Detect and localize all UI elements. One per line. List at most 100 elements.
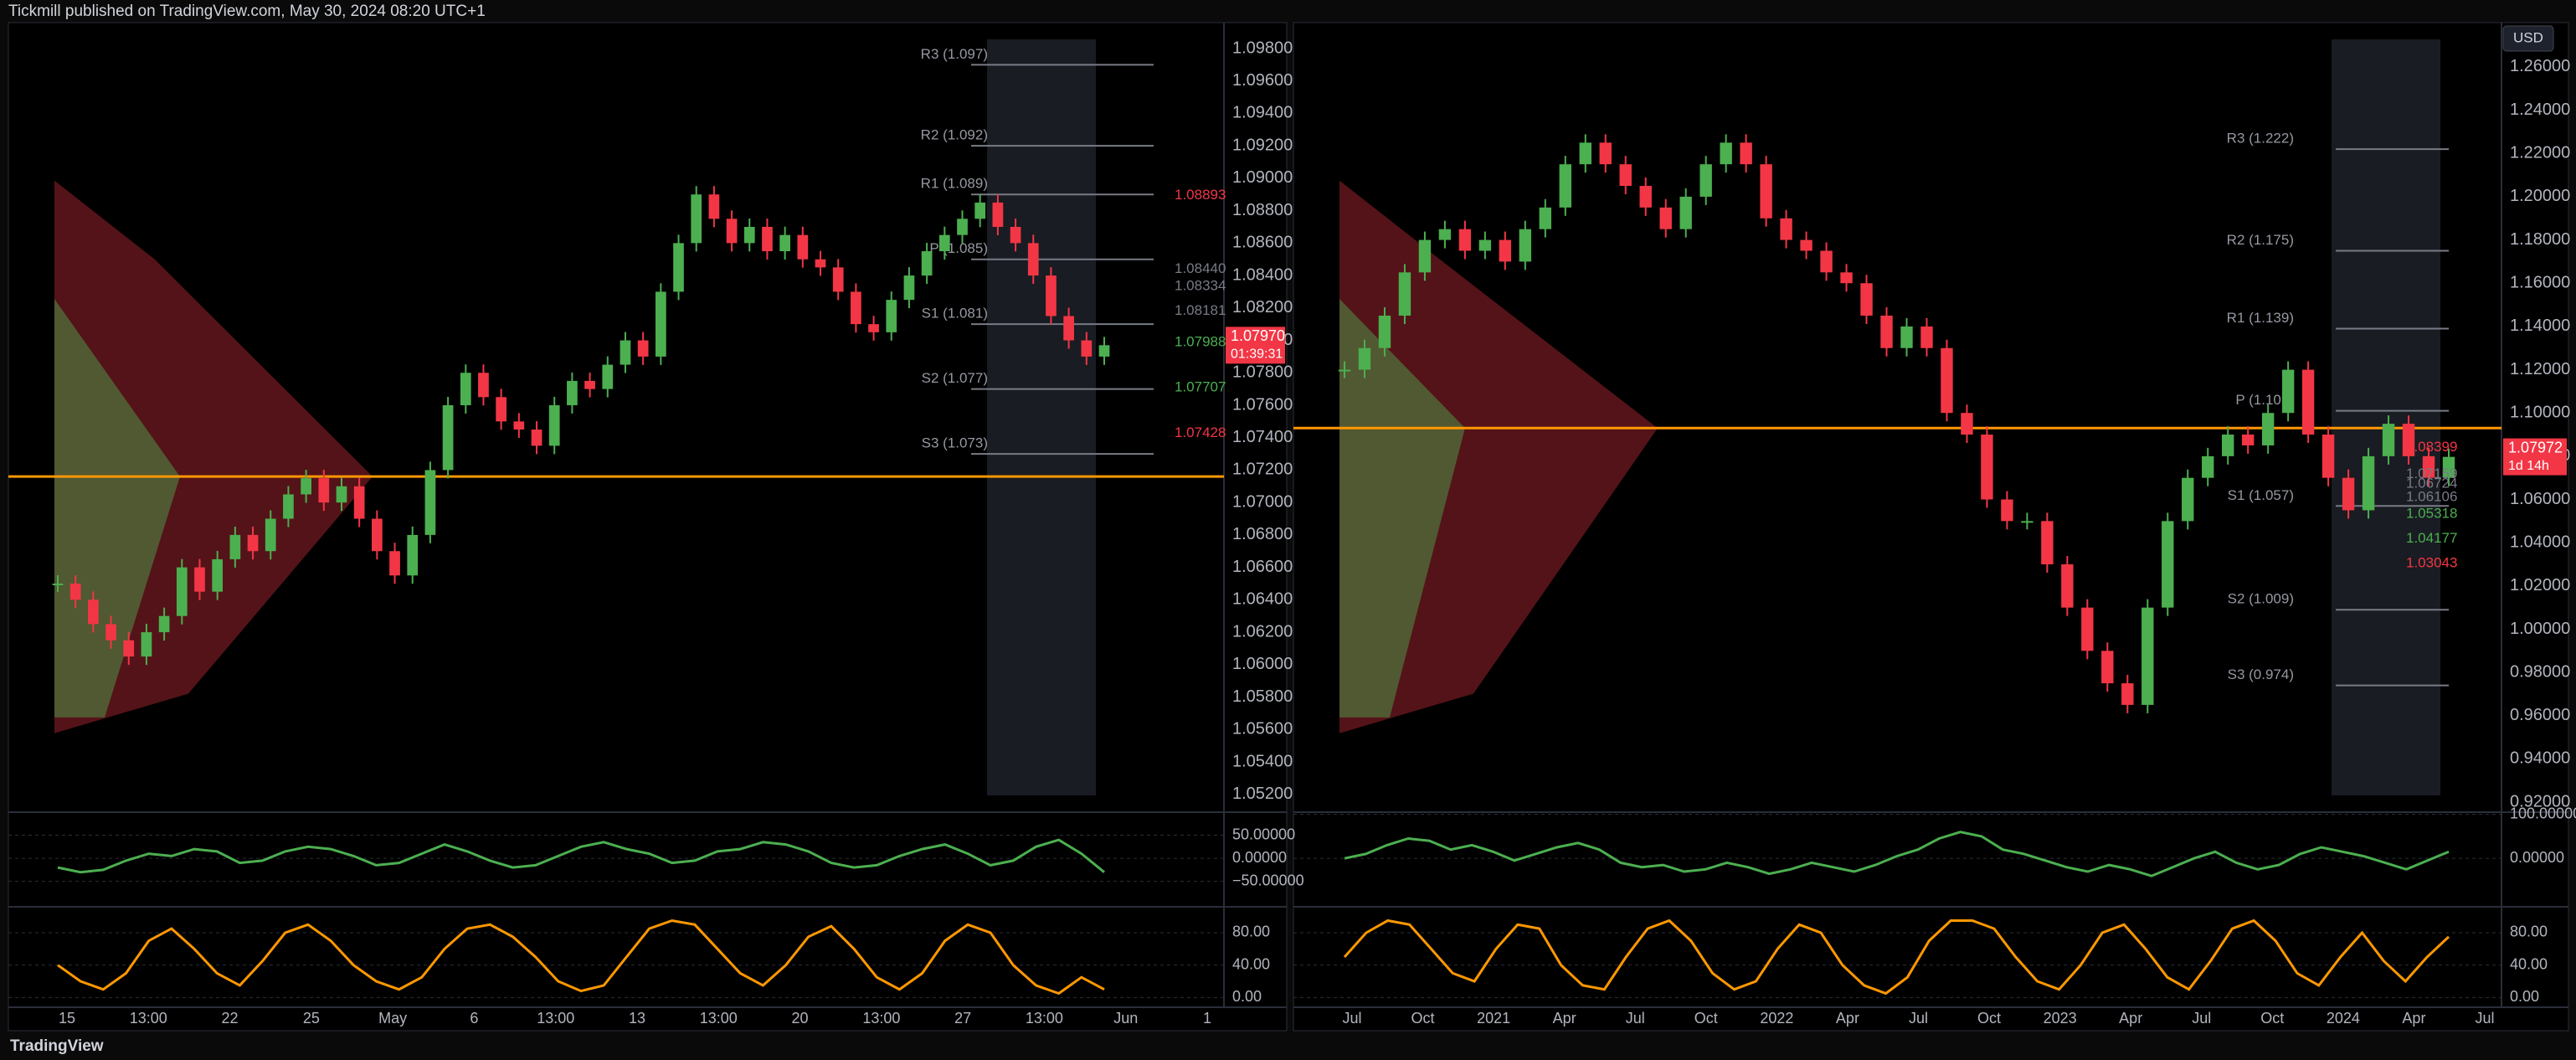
- candle: [2261, 413, 2275, 445]
- candle: [1418, 239, 1432, 273]
- oscillator-tick-label: −50.00000: [1232, 872, 1304, 888]
- pivot-label: S1 (1.057): [2228, 487, 2294, 503]
- candle: [2001, 499, 2013, 522]
- price-tick-label: 1.22000: [2510, 144, 2570, 162]
- candle: [531, 430, 542, 446]
- candle: [247, 534, 259, 552]
- candle: [442, 404, 454, 471]
- level-tag: 1.07707: [1175, 379, 1226, 395]
- candle: [460, 373, 471, 405]
- last-price-box: [1226, 327, 1285, 364]
- x-tick-label: Apr: [1553, 1010, 1576, 1027]
- x-tick-label: 2023: [2044, 1010, 2077, 1027]
- candle: [1780, 218, 1792, 240]
- last-price: 1.07972: [2508, 439, 2563, 455]
- x-tick-label: 13:00: [537, 1010, 574, 1027]
- candle: [584, 380, 595, 389]
- candle: [2061, 564, 2074, 608]
- candle: [921, 251, 933, 276]
- oscillator-tick-label: 0.00000: [2510, 849, 2564, 866]
- price-tick-label: 1.02000: [2510, 576, 2570, 594]
- candle: [407, 534, 419, 576]
- candle: [1010, 226, 1021, 244]
- pivot-label: S2 (1.009): [2228, 591, 2294, 607]
- candle: [2202, 455, 2214, 478]
- candle: [938, 234, 950, 252]
- candle: [1478, 239, 1492, 251]
- candle: [105, 624, 116, 641]
- x-tick-label: Jul: [1909, 1010, 1928, 1027]
- level-tag: 1.08399: [2406, 439, 2457, 455]
- pivot-label: R1 (1.139): [2227, 310, 2294, 326]
- candle: [2321, 435, 2335, 478]
- pivot-label: S1 (1.081): [922, 306, 988, 322]
- price-tick-label: 1.08600: [1232, 234, 1293, 252]
- candle: [974, 202, 986, 219]
- candle: [957, 219, 968, 235]
- x-tick-label: 13:00: [862, 1010, 900, 1027]
- candle: [389, 551, 400, 576]
- candle: [301, 478, 311, 495]
- price-tick-label: 1.09600: [1232, 71, 1293, 90]
- candle: [1659, 207, 1672, 229]
- candle: [726, 219, 738, 244]
- currency-button[interactable]: [2502, 25, 2554, 52]
- candle: [2162, 521, 2174, 608]
- pivot-label: R3 (1.097): [921, 46, 988, 62]
- candle: [1378, 315, 1391, 348]
- candle: [1720, 142, 1732, 165]
- x-tick-label: Oct: [1411, 1010, 1435, 1027]
- candle: [1941, 347, 1953, 414]
- candle: [1579, 142, 1591, 165]
- candle: [1800, 239, 1812, 251]
- candle: [496, 397, 507, 422]
- oscillator-tick-label: 0.00000: [1232, 849, 1287, 866]
- candle: [123, 640, 135, 657]
- candle: [2382, 424, 2395, 456]
- candle: [353, 486, 365, 519]
- candle: [283, 494, 294, 519]
- candle: [1619, 164, 1632, 187]
- candle: [1900, 326, 1913, 348]
- price-tick-label: 1.20000: [2510, 187, 2570, 205]
- candle: [176, 567, 188, 616]
- x-tick-label: 13: [629, 1010, 645, 1027]
- candle: [2342, 477, 2355, 511]
- price-tick-label: 1.07800: [1232, 363, 1293, 382]
- candle: [513, 421, 525, 430]
- x-tick-label: Jul: [2475, 1010, 2494, 1027]
- x-tick-label: May: [378, 1010, 407, 1027]
- stochastic-tick-label: 0.00: [1232, 988, 1262, 1005]
- last-price-box: [2503, 438, 2567, 476]
- candle: [1539, 207, 1552, 229]
- candle: [992, 202, 1004, 227]
- price-tick-label: 1.12000: [2510, 360, 2570, 378]
- oscillator-tick-label: 50.00000: [1232, 826, 1295, 842]
- candle: [1820, 250, 1833, 273]
- candle: [158, 615, 170, 633]
- price-tick-label: 1.09400: [1232, 104, 1293, 122]
- candle: [212, 558, 224, 592]
- volume-profile: [1339, 180, 1658, 733]
- price-tick-label: 1.10000: [2510, 403, 2570, 421]
- candle: [691, 194, 702, 244]
- pivot-label: R2 (1.092): [921, 127, 988, 143]
- oscillator-line: [57, 838, 1105, 874]
- price-tick-label: 1.08200: [1232, 298, 1293, 316]
- price-tick-label: 1.26000: [2510, 57, 2570, 75]
- x-tick-label: 2024: [2327, 1010, 2360, 1027]
- price-tick-label: 1.07200: [1232, 461, 1293, 479]
- candle: [69, 583, 81, 600]
- price-tick-label: 1.24000: [2510, 100, 2570, 119]
- candle: [1961, 413, 1973, 435]
- volume-profile: [54, 299, 180, 718]
- candle: [1559, 164, 1571, 208]
- candle: [1438, 229, 1452, 240]
- pivot-label: P (1.085): [929, 240, 988, 256]
- candle: [1338, 369, 1351, 372]
- level-tag: 1.08334: [1175, 277, 1226, 293]
- pivot-label: R3 (1.222): [2227, 131, 2294, 147]
- price-tick-label: 1.14000: [2510, 316, 2570, 335]
- candle: [2422, 455, 2435, 478]
- candle: [1519, 229, 1532, 262]
